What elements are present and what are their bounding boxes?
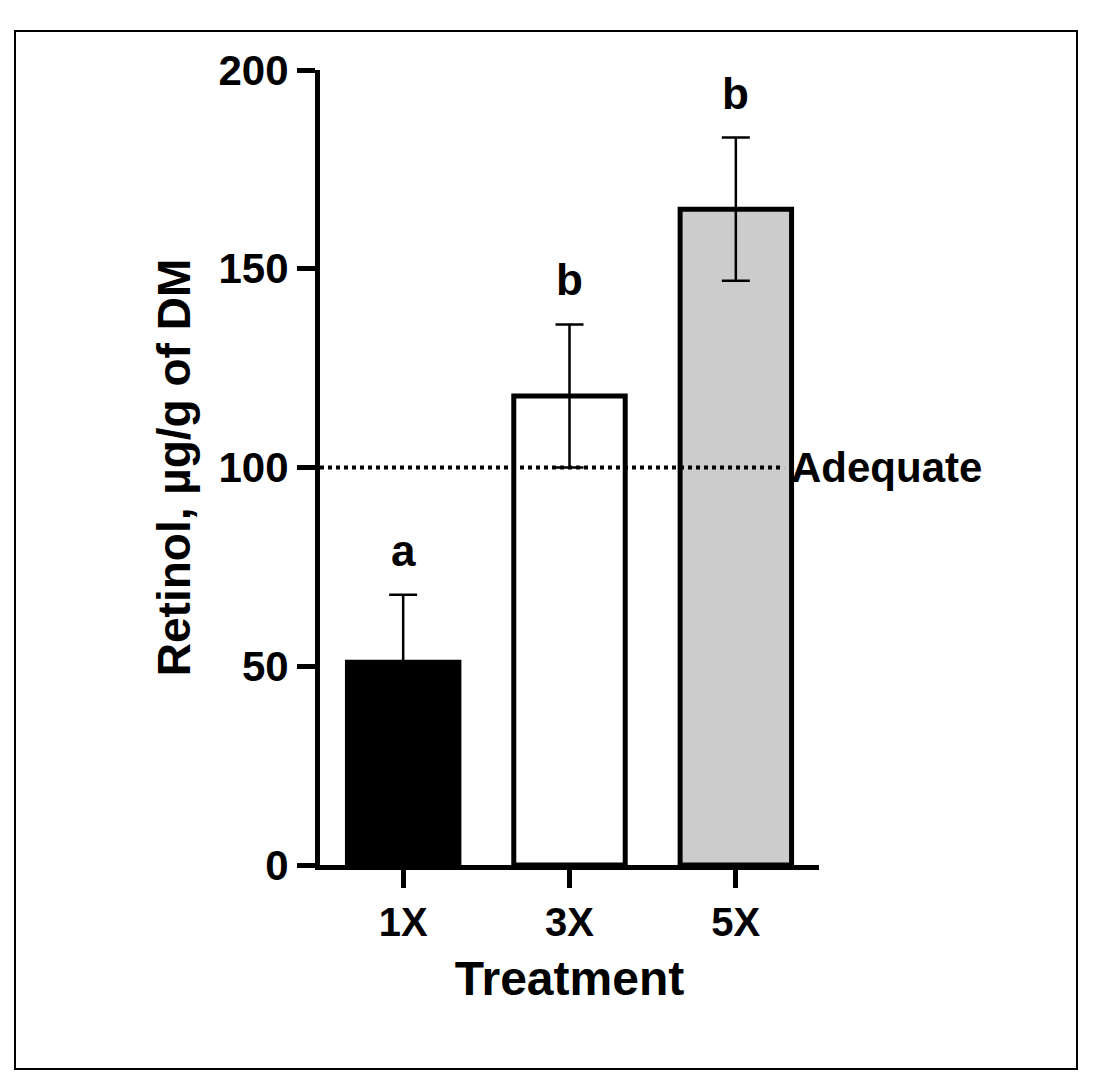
svg-text:3X: 3X xyxy=(545,900,594,944)
svg-text:Treatment: Treatment xyxy=(455,952,684,1005)
svg-text:150: 150 xyxy=(219,245,289,292)
svg-text:a: a xyxy=(391,526,416,575)
svg-text:Adequate: Adequate xyxy=(791,444,982,491)
svg-text:1X: 1X xyxy=(379,900,428,944)
svg-text:50: 50 xyxy=(242,643,289,690)
svg-text:200: 200 xyxy=(219,47,289,94)
svg-text:b: b xyxy=(722,69,749,118)
svg-text:b: b xyxy=(556,255,583,304)
svg-text:5X: 5X xyxy=(711,900,760,944)
svg-text:0: 0 xyxy=(265,842,288,889)
svg-text:100: 100 xyxy=(219,444,289,491)
svg-text:Retinol, µg/g of DM: Retinol, µg/g of DM xyxy=(148,259,200,676)
